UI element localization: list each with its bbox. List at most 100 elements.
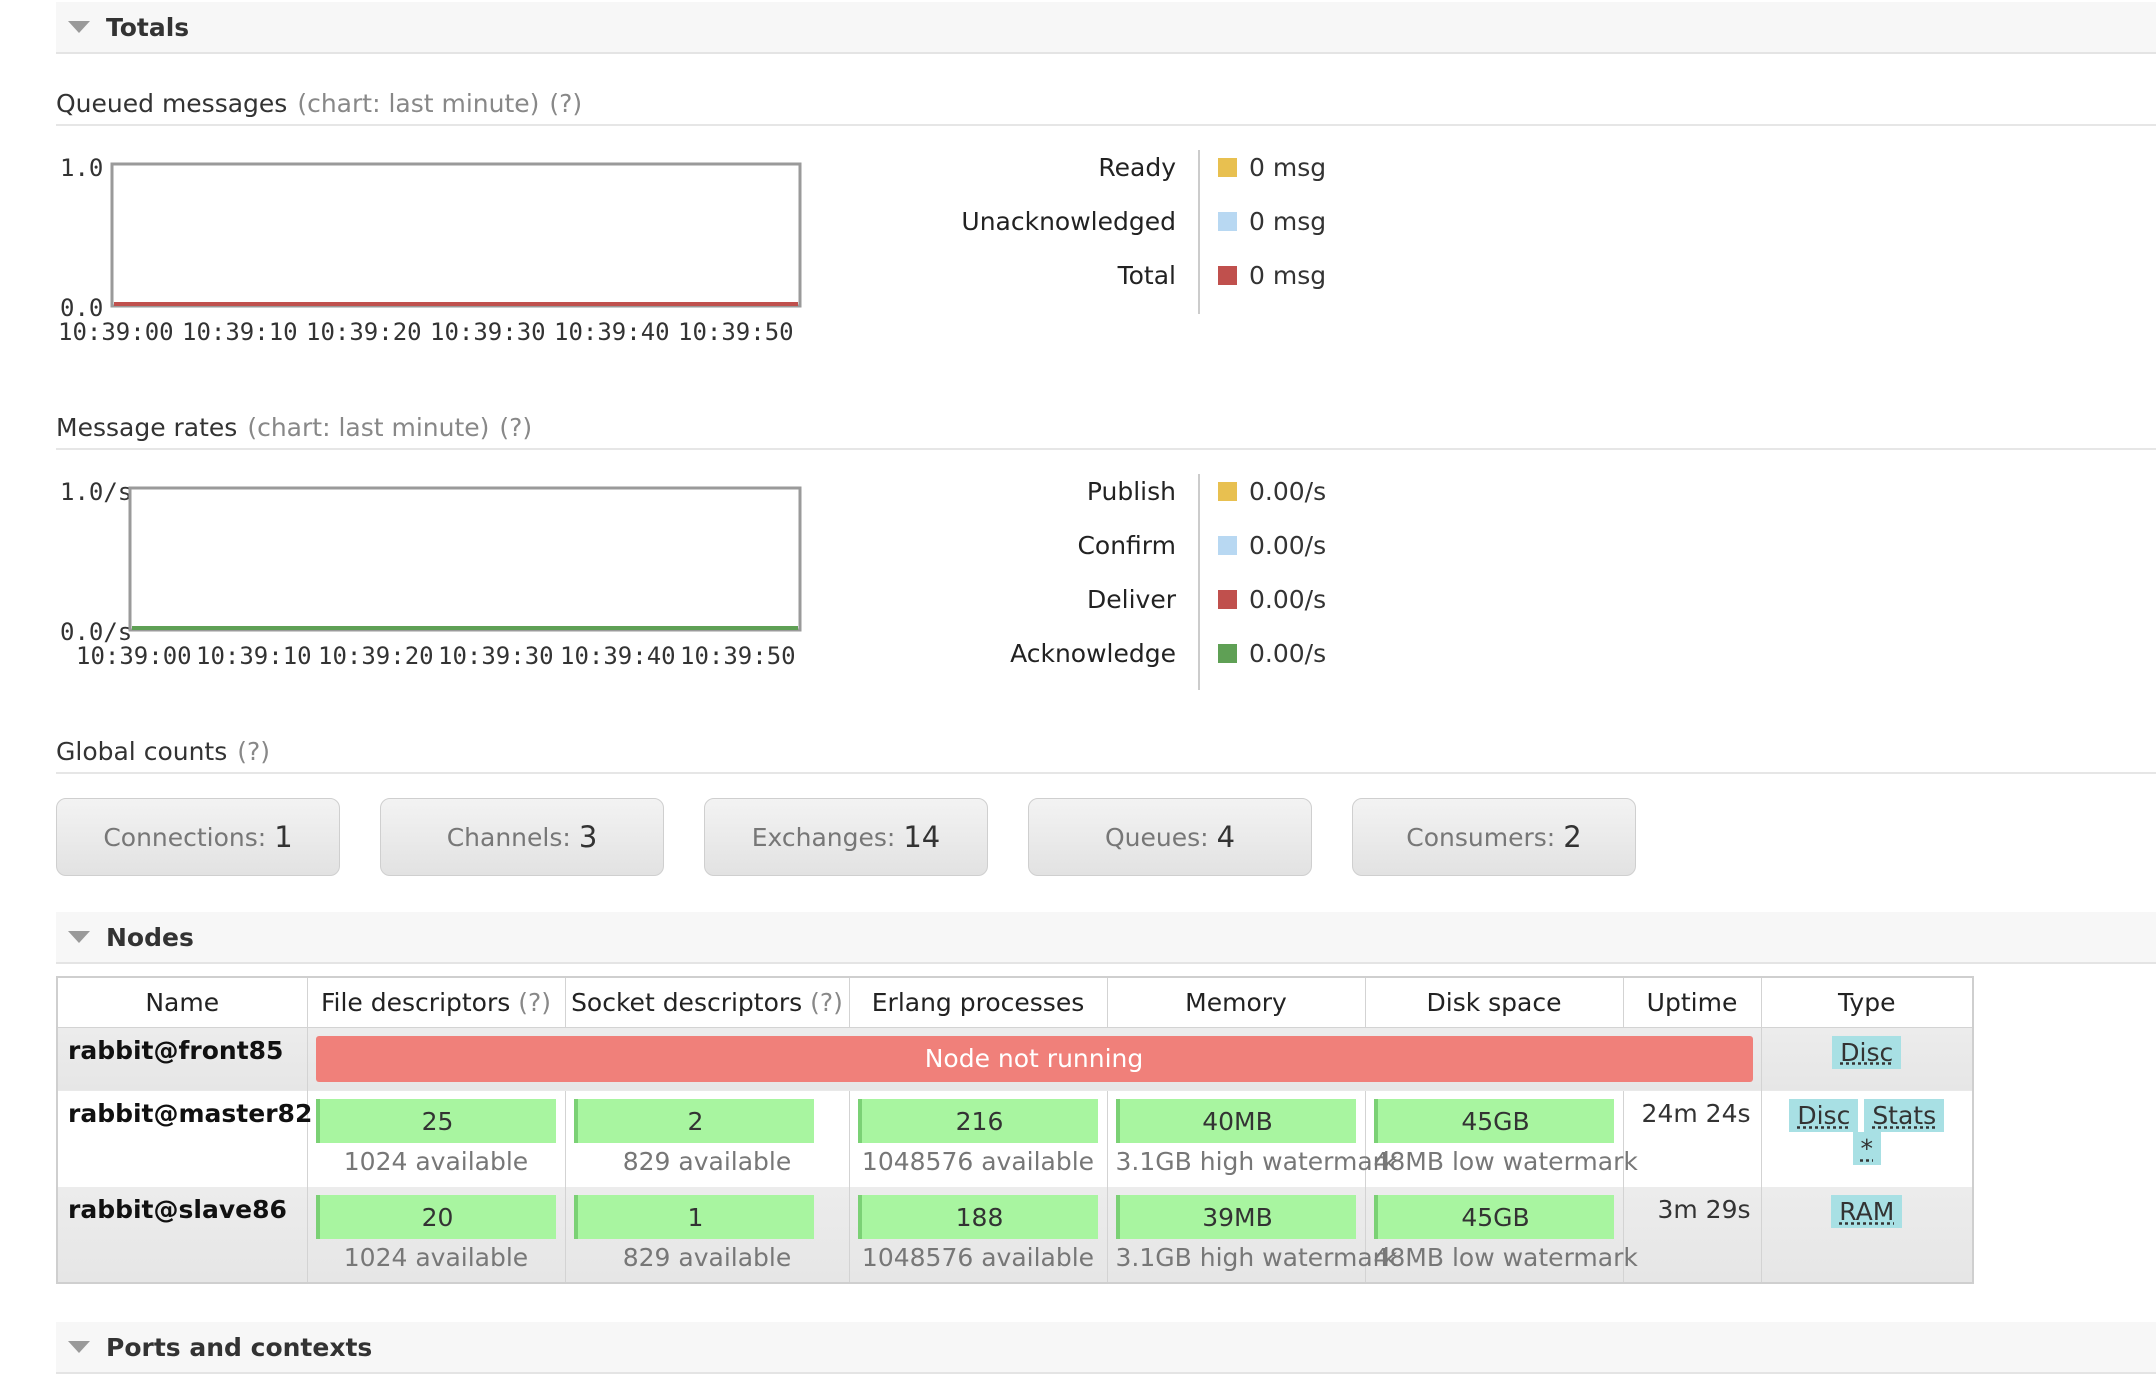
rates-plot-area <box>128 486 802 632</box>
queues-count-label: Queues: <box>1104 822 1209 852</box>
erlang-processes-bar: 188 <box>857 1195 1098 1239</box>
collapse-triangle-icon <box>68 931 90 943</box>
queued-y-bottom-label: 0.0 <box>60 294 103 322</box>
queued-messages-header: Queued messages (chart: last minute) (?) <box>56 82 2156 126</box>
queued-x-tick-3: 10:39:30 <box>430 318 546 346</box>
col-disk-space[interactable]: Disk space <box>1364 976 1624 1028</box>
node-name[interactable]: rabbit@slave86 <box>56 1187 308 1283</box>
disk-space-cell: 45GB 48MB low watermark <box>1364 1187 1638 1283</box>
connections-count-value: 1 <box>274 820 293 854</box>
exchanges-count-button[interactable]: Exchanges: 14 <box>704 798 988 876</box>
legend-value-unacknowledged: 0 msg <box>1218 204 1326 238</box>
disk-space-watermark: 48MB low watermark <box>1373 1243 1638 1272</box>
queued-messages-title: Queued messages <box>56 88 288 118</box>
legend-label-publish: Publish <box>1086 476 1176 506</box>
message-rates-help[interactable]: (?) <box>499 412 533 442</box>
table-row[interactable]: rabbit@master82 25 1024 available 2 829 … <box>56 1091 1974 1187</box>
message-rates-chart-svg: 1.0/s 0.0/s 10:39:00 10:39:10 10:39:20 1… <box>60 478 802 670</box>
collapse-triangle-icon <box>68 21 90 33</box>
table-row[interactable]: rabbit@front85 Node not running Disc <box>56 1027 1974 1091</box>
confirm-swatch-icon <box>1218 535 1237 555</box>
type-badge-disc[interactable]: Disc <box>1789 1099 1859 1132</box>
legend-divider <box>1198 150 1200 314</box>
queued-messages-help[interactable]: (?) <box>549 88 583 118</box>
message-rates-title: Message rates <box>56 412 238 442</box>
type-badge-ram[interactable]: RAM <box>1831 1195 1903 1228</box>
type-badge-stats[interactable]: Stats <box>1864 1099 1945 1132</box>
socket-descriptors-available: 829 available <box>622 1243 792 1272</box>
memory-watermark: 3.1GB high watermark <box>1115 1147 1398 1176</box>
col-erlang-processes[interactable]: Erlang processes <box>848 976 1108 1028</box>
erlang-processes-available: 1048576 available <box>861 1243 1095 1272</box>
socket-descriptors-cell: 1 829 available <box>564 1187 850 1283</box>
node-name[interactable]: rabbit@front85 <box>56 1027 308 1091</box>
disk-space-cell: 45GB 48MB low watermark <box>1364 1091 1638 1187</box>
legend-label-unacknowledged: Unacknowledged <box>961 206 1176 236</box>
node-name[interactable]: rabbit@master82 <box>56 1091 312 1187</box>
table-row[interactable]: rabbit@slave86 20 1024 available 1 829 a… <box>56 1187 1974 1283</box>
socket-descriptors-bar: 1 <box>573 1195 814 1239</box>
consumers-count-button[interactable]: Consumers: 2 <box>1352 798 1636 876</box>
message-rates-qualifier: (chart: last minute) <box>247 412 490 442</box>
connections-count-label: Connections: <box>103 822 267 852</box>
nodes-section-header[interactable]: Nodes <box>56 912 2156 964</box>
erlang-processes-available: 1048576 available <box>861 1147 1095 1176</box>
connections-count-button[interactable]: Connections: 1 <box>56 798 340 876</box>
legend-value-acknowledge: 0.00/s <box>1218 636 1326 670</box>
consumers-count-value: 2 <box>1563 820 1582 854</box>
queued-x-tick-5: 10:39:50 <box>678 318 794 346</box>
file-descriptors-help[interactable]: (?) <box>518 987 552 1017</box>
rates-x-tick-1: 10:39:10 <box>196 642 312 670</box>
legend-value-deliver: 0.00/s <box>1218 582 1326 616</box>
channels-count-button[interactable]: Channels: 3 <box>380 798 664 876</box>
type-badge-disc[interactable]: Disc <box>1832 1035 1902 1069</box>
global-counts-help[interactable]: (?) <box>237 736 271 766</box>
ports-title: Ports and contexts <box>106 1332 373 1362</box>
queued-x-tick-1: 10:39:10 <box>182 318 298 346</box>
publish-swatch-icon <box>1218 481 1237 501</box>
file-descriptors-available: 1024 available <box>343 1147 529 1176</box>
type-badge-current[interactable]: * <box>1852 1132 1881 1165</box>
file-descriptors-bar: 20 <box>315 1195 556 1239</box>
queued-y-top-label: 1.0 <box>60 154 103 182</box>
memory-cell: 40MB 3.1GB high watermark <box>1106 1091 1398 1187</box>
legend-value-confirm-text: 0.00/s <box>1249 530 1327 560</box>
uptime-cell: 3m 29s <box>1622 1187 1762 1283</box>
queues-count-button[interactable]: Queues: 4 <box>1028 798 1312 876</box>
totals-section-header[interactable]: Totals <box>56 2 2156 54</box>
legend-label-deliver: Deliver <box>1087 584 1176 614</box>
totals-title: Totals <box>106 12 190 42</box>
disk-space-bar: 45GB <box>1373 1099 1614 1143</box>
deliver-swatch-icon <box>1218 589 1237 609</box>
col-memory[interactable]: Memory <box>1106 976 1366 1028</box>
node-type-cell: Disc <box>1760 1027 1974 1091</box>
rates-x-tick-5: 10:39:50 <box>680 642 796 670</box>
channels-count-label: Channels: <box>446 822 571 852</box>
socket-descriptors-cell: 2 829 available <box>564 1091 850 1187</box>
legend-divider <box>1198 474 1200 690</box>
socket-descriptors-help[interactable]: (?) <box>810 987 843 1017</box>
col-name[interactable]: Name <box>56 976 308 1028</box>
col-socket-descriptors[interactable]: Socket descriptors (?) <box>564 976 850 1028</box>
disk-space-watermark: 48MB low watermark <box>1373 1147 1638 1176</box>
global-counts-header: Global counts (?) <box>56 730 2156 774</box>
socket-descriptors-available: 829 available <box>622 1147 792 1176</box>
collapse-triangle-icon <box>68 1341 90 1353</box>
erlang-processes-cell: 216 1048576 available <box>848 1091 1108 1187</box>
legend-value-publish-text: 0.00/s <box>1249 476 1327 506</box>
nodes-table: Name File descriptors (?) Socket descrip… <box>56 976 1974 1284</box>
queued-messages-legend: Ready 0 msg Unacknowledged 0 msg Total 0… <box>880 150 1480 320</box>
legend-label-total: Total <box>1117 260 1176 290</box>
col-file-descriptors[interactable]: File descriptors (?) <box>306 976 566 1028</box>
memory-bar: 40MB <box>1115 1099 1356 1143</box>
legend-label-acknowledge: Acknowledge <box>1010 638 1176 668</box>
ports-section-header[interactable]: Ports and contexts <box>56 1322 2156 1374</box>
uptime-cell: 24m 24s <box>1622 1091 1762 1187</box>
ready-swatch-icon <box>1218 157 1237 177</box>
col-uptime[interactable]: Uptime <box>1622 976 1762 1028</box>
col-type[interactable]: Type <box>1760 976 1974 1028</box>
socket-descriptors-bar: 2 <box>573 1099 814 1143</box>
legend-value-total-text: 0 msg <box>1249 260 1327 290</box>
file-descriptors-bar: 25 <box>315 1099 556 1143</box>
legend-value-unacknowledged-text: 0 msg <box>1249 206 1327 236</box>
